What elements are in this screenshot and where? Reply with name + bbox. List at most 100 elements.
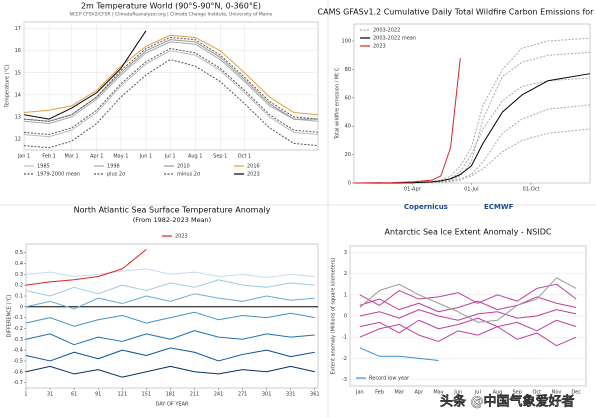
watermark: 头条 @中国气象爱好者 <box>440 394 575 410</box>
series-line <box>23 39 318 122</box>
y-tick-label: -2 <box>342 356 347 362</box>
series-line <box>359 283 577 306</box>
x-tick-label: Mar 1 <box>65 154 79 160</box>
series-line <box>353 58 461 184</box>
y-tick-label: 0 <box>348 181 351 187</box>
x-tick-label: Sep <box>512 390 521 396</box>
y-tick-label: 14 <box>15 92 21 98</box>
series-line <box>359 323 577 347</box>
legend-label: minus 2σ <box>177 172 201 178</box>
x-tick-label: Jun 1 <box>139 154 153 160</box>
x-tick-label: Jul <box>474 390 481 396</box>
x-tick-label: Jan <box>355 390 364 396</box>
y-tick-label: 3 <box>344 250 347 256</box>
y-tick-label: 0.5 <box>15 250 23 256</box>
y-tick-label: 13 <box>15 114 21 120</box>
y-tick-label: 0.4 <box>15 261 23 267</box>
y-tick-label: 0.3 <box>15 272 23 278</box>
x-tick-label: 151 <box>142 392 152 398</box>
x-tick-label: Apr 1 <box>90 154 103 160</box>
legend-label: 1979-2000 mean <box>37 172 80 178</box>
x-tick-label: 61 <box>71 392 77 398</box>
y-tick-label: 20 <box>345 152 351 158</box>
x-tick-label: Feb <box>375 390 384 396</box>
y-tick-label: -1 <box>342 335 347 341</box>
x-tick-label: 241 <box>214 392 224 398</box>
series-line <box>25 347 315 362</box>
y-tick-label: -0.5 <box>13 358 23 364</box>
x-tick-label: Oct <box>533 390 542 396</box>
x-tick-label: Oct 1 <box>238 154 251 160</box>
series-line <box>23 34 319 116</box>
x-tick-label: 331 <box>286 392 296 398</box>
series-line <box>359 277 577 323</box>
series-line <box>25 365 315 378</box>
y-tick-label: 16 <box>15 48 21 54</box>
x-tick-label: 01-Jul <box>464 187 478 193</box>
chart-title: North Atlantic Sea Surface Temperature A… <box>74 206 271 215</box>
y-axis-label: Extent anomaly (Millions of square kilom… <box>331 258 337 375</box>
chart-title: CAMS GFASv1.2 Cumulative Daily Total Wil… <box>318 8 596 17</box>
x-tick-label: 01-Oct <box>523 187 540 193</box>
x-tick-label: Nov <box>552 390 562 396</box>
y-tick-label: 0.1 <box>15 293 23 299</box>
legend-label: 2023 <box>175 234 188 240</box>
series-line <box>359 347 439 362</box>
y-tick-label: -0.1 <box>13 315 23 321</box>
legend-label: 2016 <box>247 164 260 170</box>
series-line <box>23 47 319 136</box>
y-tick-label: -0.3 <box>13 337 23 343</box>
series-line <box>359 317 577 334</box>
legend-label: 2023 <box>373 44 386 50</box>
y-tick-label: 60 <box>345 95 351 101</box>
x-tick-label: 361 <box>310 392 320 398</box>
y-tick-label: 80 <box>345 67 351 73</box>
series-line <box>23 36 319 122</box>
y-tick-label: 100 <box>341 39 351 45</box>
chart-title: Antarctic Sea Ice Extent Anomaly - NSIDC <box>385 228 552 237</box>
series-line <box>25 330 315 346</box>
y-tick-label: 0.2 <box>15 283 23 289</box>
y-tick-label: 0 <box>344 314 347 320</box>
series-line <box>23 41 319 125</box>
x-tick-label: May <box>433 390 443 396</box>
x-tick-label: Aug <box>493 390 503 396</box>
series-line <box>25 293 315 310</box>
chart-subtitle: (From 1982-2023 Mean) <box>133 216 211 224</box>
chart-title: 2m Temperature World (90°S-90°N, 0-360°E… <box>81 2 261 11</box>
x-tick-label: Dec <box>571 390 581 396</box>
logo-text: ECMWF <box>484 203 514 211</box>
series-line <box>354 77 591 184</box>
y-tick-label: -0.6 <box>13 369 23 375</box>
x-tick-label: Sep 1 <box>213 154 227 160</box>
legend-label: 2003-2022 mean <box>373 36 416 42</box>
x-tick-label: 1 <box>24 392 27 398</box>
x-tick-label: 121 <box>117 392 127 398</box>
y-axis-label: Temperature (°C) <box>5 64 11 108</box>
chart-subtitle: NCEP CFSV2/CFSR | ClimateReanalyzer.org … <box>70 12 273 18</box>
x-tick-label: 181 <box>166 392 176 398</box>
series-line <box>354 37 591 184</box>
x-tick-label: 211 <box>190 392 200 398</box>
y-tick-label: -3 <box>342 377 347 383</box>
series-line <box>25 249 147 286</box>
logo-text: Copernicus <box>404 203 448 211</box>
series-line <box>359 296 577 313</box>
x-tick-label: Mar <box>394 390 404 396</box>
x-tick-label: May 1 <box>113 154 128 160</box>
x-tick-label: Jul 1 <box>164 154 176 160</box>
x-tick-label: 31 <box>47 392 53 398</box>
series-line <box>354 128 591 184</box>
x-tick-label: 91 <box>95 392 101 398</box>
y-tick-label: 40 <box>345 124 351 130</box>
charts: 2m Temperature World (90°S-90°N, 0-360°E… <box>5 2 596 408</box>
series-line <box>23 50 319 138</box>
y-tick-label: -0.2 <box>13 326 23 332</box>
y-axis-label: DIFFERENCE (°C) <box>7 295 13 338</box>
legend-label: 2023 <box>247 172 260 178</box>
x-tick-label: 301 <box>262 392 272 398</box>
legend-label: 2010 <box>177 164 190 170</box>
x-tick-label: Aug 1 <box>188 154 203 160</box>
y-tick-label: 1 <box>344 292 347 298</box>
